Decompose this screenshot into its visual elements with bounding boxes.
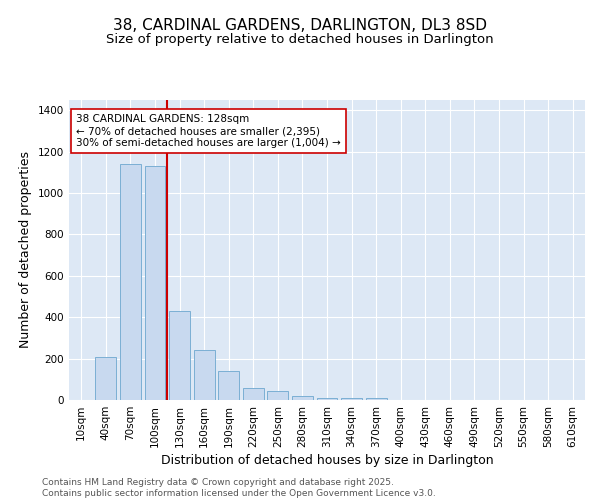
Bar xyxy=(292,396,313,400)
Bar xyxy=(194,350,215,400)
Text: Contains HM Land Registry data © Crown copyright and database right 2025.
Contai: Contains HM Land Registry data © Crown c… xyxy=(42,478,436,498)
Bar xyxy=(169,311,190,400)
Bar xyxy=(218,371,239,400)
Bar xyxy=(365,398,386,400)
Bar xyxy=(243,388,264,400)
Text: 38, CARDINAL GARDENS, DARLINGTON, DL3 8SD: 38, CARDINAL GARDENS, DARLINGTON, DL3 8S… xyxy=(113,18,487,32)
Bar xyxy=(341,398,362,400)
Bar xyxy=(145,166,166,400)
Bar xyxy=(268,390,289,400)
Bar xyxy=(120,164,141,400)
Bar xyxy=(95,356,116,400)
Text: 38 CARDINAL GARDENS: 128sqm
← 70% of detached houses are smaller (2,395)
30% of : 38 CARDINAL GARDENS: 128sqm ← 70% of det… xyxy=(76,114,341,148)
Y-axis label: Number of detached properties: Number of detached properties xyxy=(19,152,32,348)
Bar xyxy=(317,398,337,400)
Text: Size of property relative to detached houses in Darlington: Size of property relative to detached ho… xyxy=(106,32,494,46)
X-axis label: Distribution of detached houses by size in Darlington: Distribution of detached houses by size … xyxy=(161,454,493,467)
